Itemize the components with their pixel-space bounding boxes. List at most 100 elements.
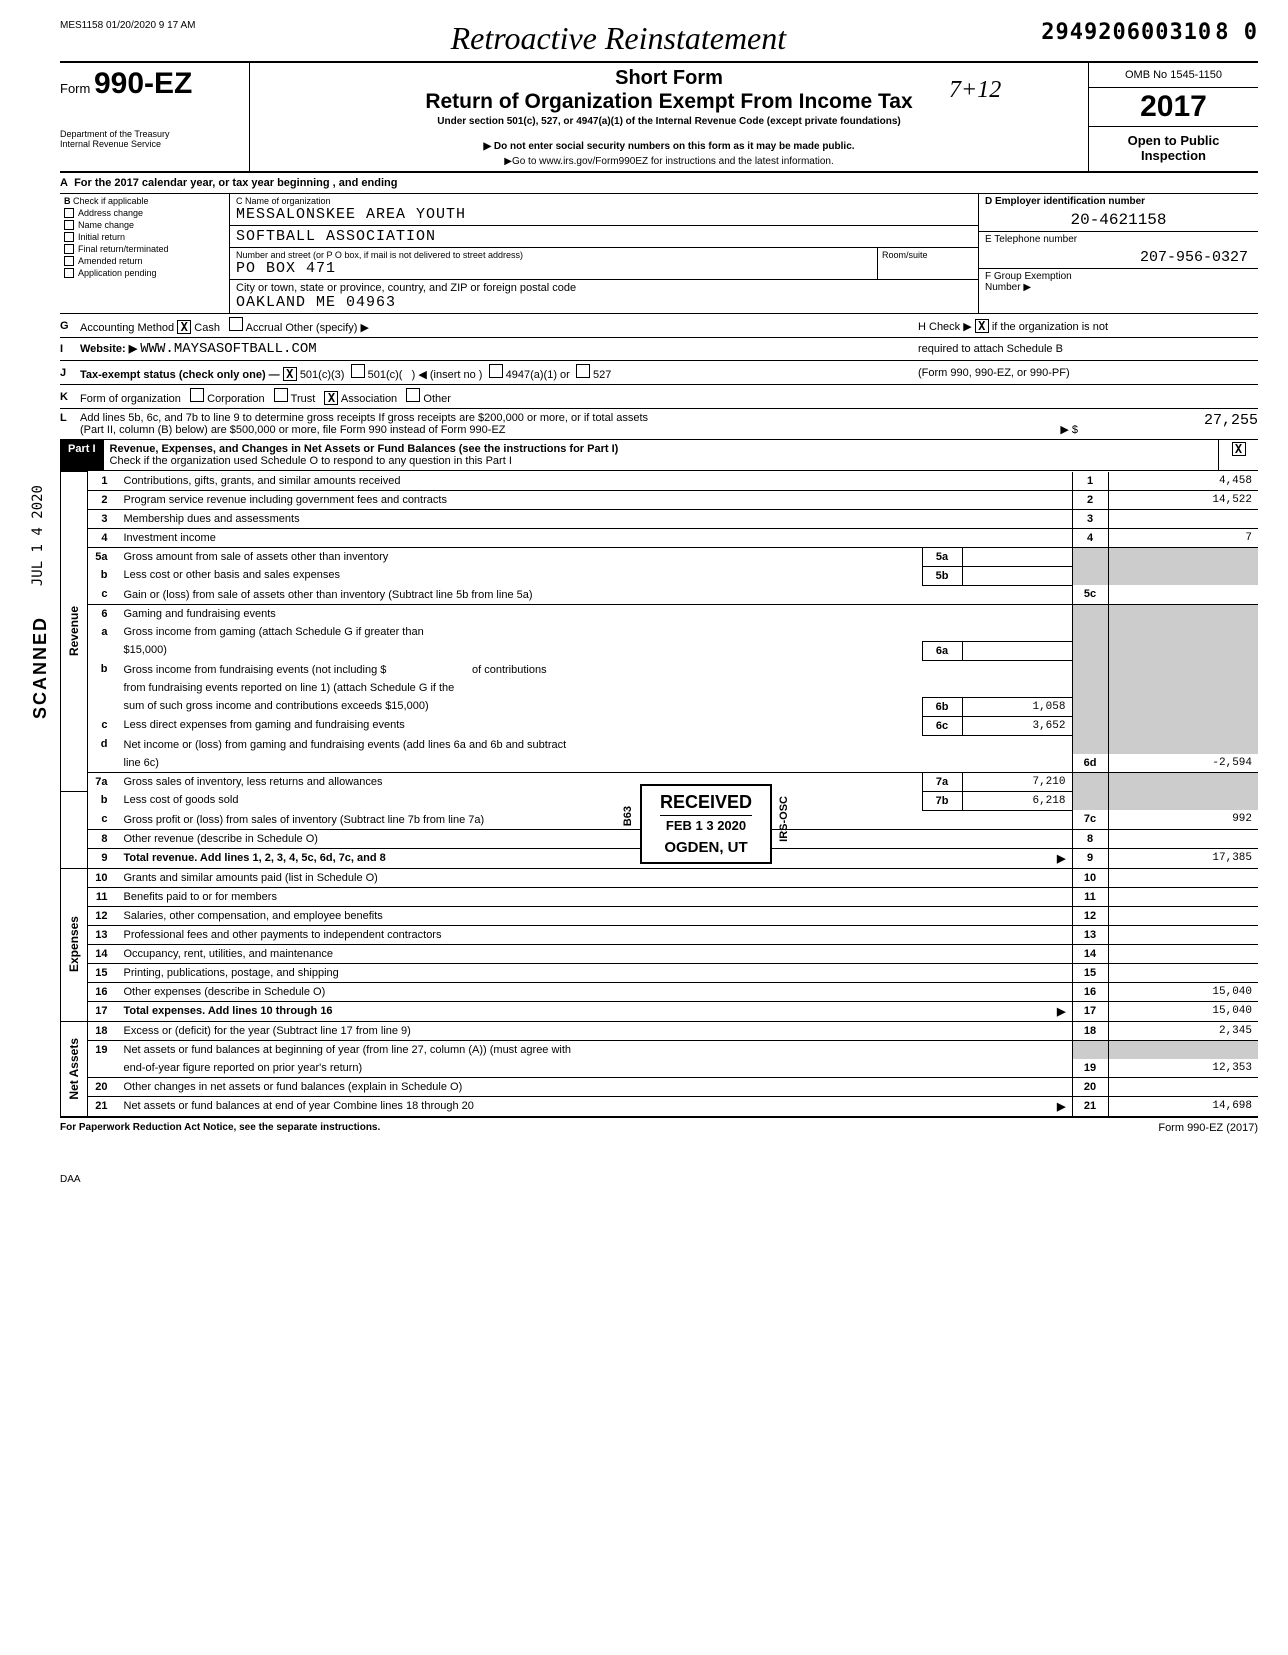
r11-text: Benefits paid to or for members	[118, 887, 1073, 906]
r6a-text: Gross income from gaming (attach Schedul…	[118, 623, 1073, 642]
r18-rn: 18	[1072, 1021, 1108, 1040]
r20-text: Other changes in net assets or fund bala…	[118, 1077, 1073, 1096]
r21-rn: 21	[1072, 1096, 1108, 1117]
r8-val	[1108, 829, 1258, 848]
r6c-sb: 6c	[922, 716, 962, 735]
chk-accrual[interactable]	[229, 317, 243, 331]
form-org-label: Form of organization	[80, 393, 181, 405]
r7c-num: c	[88, 810, 118, 829]
chk-501c3[interactable]: X	[283, 367, 297, 381]
chk-name[interactable]	[64, 220, 74, 230]
group-number: Number ▶	[985, 282, 1031, 293]
r20-val	[1108, 1077, 1258, 1096]
open-public-1: Open to Public	[1095, 133, 1252, 148]
r21-num: 21	[88, 1096, 118, 1117]
chk-4947[interactable]	[489, 364, 503, 378]
r12-rn: 12	[1072, 906, 1108, 925]
r4-text: Investment income	[118, 528, 1073, 547]
line-l-arrow: ▶ $	[1060, 424, 1078, 436]
r6b-text4: sum of such gross income and contributio…	[118, 697, 923, 716]
revenue-side: Revenue	[67, 606, 81, 656]
r13-num: 13	[88, 925, 118, 944]
opt-trust: Trust	[291, 393, 316, 405]
r7a-sb: 7a	[922, 772, 962, 791]
r6c-num: c	[88, 716, 118, 735]
chk-trust[interactable]	[274, 388, 288, 402]
r16-val: 15,040	[1108, 982, 1258, 1001]
r1-text: Contributions, gifts, grants, and simila…	[118, 472, 1073, 491]
stamp-loc: OGDEN, UT	[660, 839, 752, 856]
chk-501c[interactable]	[351, 364, 365, 378]
r17-rn: 17	[1072, 1001, 1108, 1021]
handwritten-title: Retroactive Reinstatement	[451, 20, 787, 56]
r5b-sb: 5b	[922, 566, 962, 585]
part-i-label: Part I	[60, 440, 104, 470]
handwritten-note: 7+12	[949, 77, 1001, 104]
r9-text: Total revenue. Add lines 1, 2, 3, 4, 5c,…	[124, 852, 386, 864]
website-val: WWW.MAYSASOFTBALL.COM	[140, 341, 316, 357]
opt-other: Other	[423, 393, 451, 405]
r3-val	[1108, 509, 1258, 528]
r16-rn: 16	[1072, 982, 1108, 1001]
stamp-suffix: 8 0	[1215, 20, 1258, 45]
footer-right: Form 990-EZ (2017)	[1158, 1122, 1258, 1134]
r5a-num: 5a	[88, 547, 118, 566]
required-text: required to attach Schedule B	[918, 343, 1258, 355]
ein-label: D Employer identification number	[979, 194, 1258, 209]
r7a-text: Gross sales of inventory, less returns a…	[118, 772, 923, 791]
r12-num: 12	[88, 906, 118, 925]
irs-label: Internal Revenue Service	[60, 139, 241, 149]
r18-text: Excess or (deficit) for the year (Subtra…	[118, 1021, 1073, 1040]
daa-label: DAA	[60, 1174, 1258, 1185]
org-name-2: SOFTBALL ASSOCIATION	[236, 228, 436, 245]
r19-num: 19	[88, 1040, 118, 1059]
r13-val	[1108, 925, 1258, 944]
ssn-notice: ▶ Do not enter social security numbers o…	[260, 141, 1078, 152]
r5a-text: Gross amount from sale of assets other t…	[118, 547, 923, 566]
r4-num: 4	[88, 528, 118, 547]
r6b-sb: 6b	[922, 697, 962, 716]
r5c-val	[1108, 585, 1258, 604]
group-label: F Group Exemption	[985, 271, 1072, 282]
r6b-text3: from fundraising events reported on line…	[118, 679, 1073, 698]
chk-corp[interactable]	[190, 388, 204, 402]
h-text: if the organization is not	[992, 321, 1108, 333]
expenses-side: Expenses	[67, 916, 81, 972]
r7b-text: Less cost of goods sold	[118, 791, 923, 810]
r2-num: 2	[88, 490, 118, 509]
r5a-sb: 5a	[922, 547, 962, 566]
chk-initial[interactable]	[64, 232, 74, 242]
r18-val: 2,345	[1108, 1021, 1258, 1040]
chk-527[interactable]	[576, 364, 590, 378]
street-label: Number and street (or P O box, if mail i…	[236, 250, 523, 260]
chk-assoc[interactable]: X	[324, 391, 338, 405]
r5b-sv	[962, 566, 1072, 585]
chk-other[interactable]	[406, 388, 420, 402]
opt-final: Final return/terminated	[78, 244, 169, 254]
r6b-text2: of contributions	[472, 664, 547, 676]
r10-val	[1108, 868, 1258, 887]
r5a-sv	[962, 547, 1072, 566]
r13-text: Professional fees and other payments to …	[118, 925, 1073, 944]
part-i-chk[interactable]: X	[1232, 442, 1246, 456]
form-label: Form	[60, 81, 90, 96]
chk-pending[interactable]	[64, 268, 74, 278]
chk-amended[interactable]	[64, 256, 74, 266]
r16-num: 16	[88, 982, 118, 1001]
chk-address[interactable]	[64, 208, 74, 218]
opt-initial: Initial return	[78, 232, 125, 242]
r16-text: Other expenses (describe in Schedule O)	[118, 982, 1073, 1001]
chk-h[interactable]: X	[975, 319, 989, 333]
line-l-text1: Add lines 5b, 6c, and 7b to line 9 to de…	[80, 412, 1060, 424]
r17-arrow: ▶	[1057, 1005, 1065, 1018]
chk-cash[interactable]: X	[177, 320, 191, 334]
opt-501c: 501(c)(	[368, 369, 403, 381]
r6d-text2: line 6c)	[118, 754, 1073, 773]
r14-val	[1108, 944, 1258, 963]
r7b-num: b	[88, 791, 118, 810]
opt-4947: 4947(a)(1) or	[506, 369, 570, 381]
scan-date-side: JUL 1 4 2020	[30, 485, 60, 586]
chk-final[interactable]	[64, 244, 74, 254]
org-name-1: MESSALONSKEE AREA YOUTH	[236, 206, 466, 223]
form-ref: (Form 990, 990-EZ, or 990-PF)	[918, 367, 1258, 379]
